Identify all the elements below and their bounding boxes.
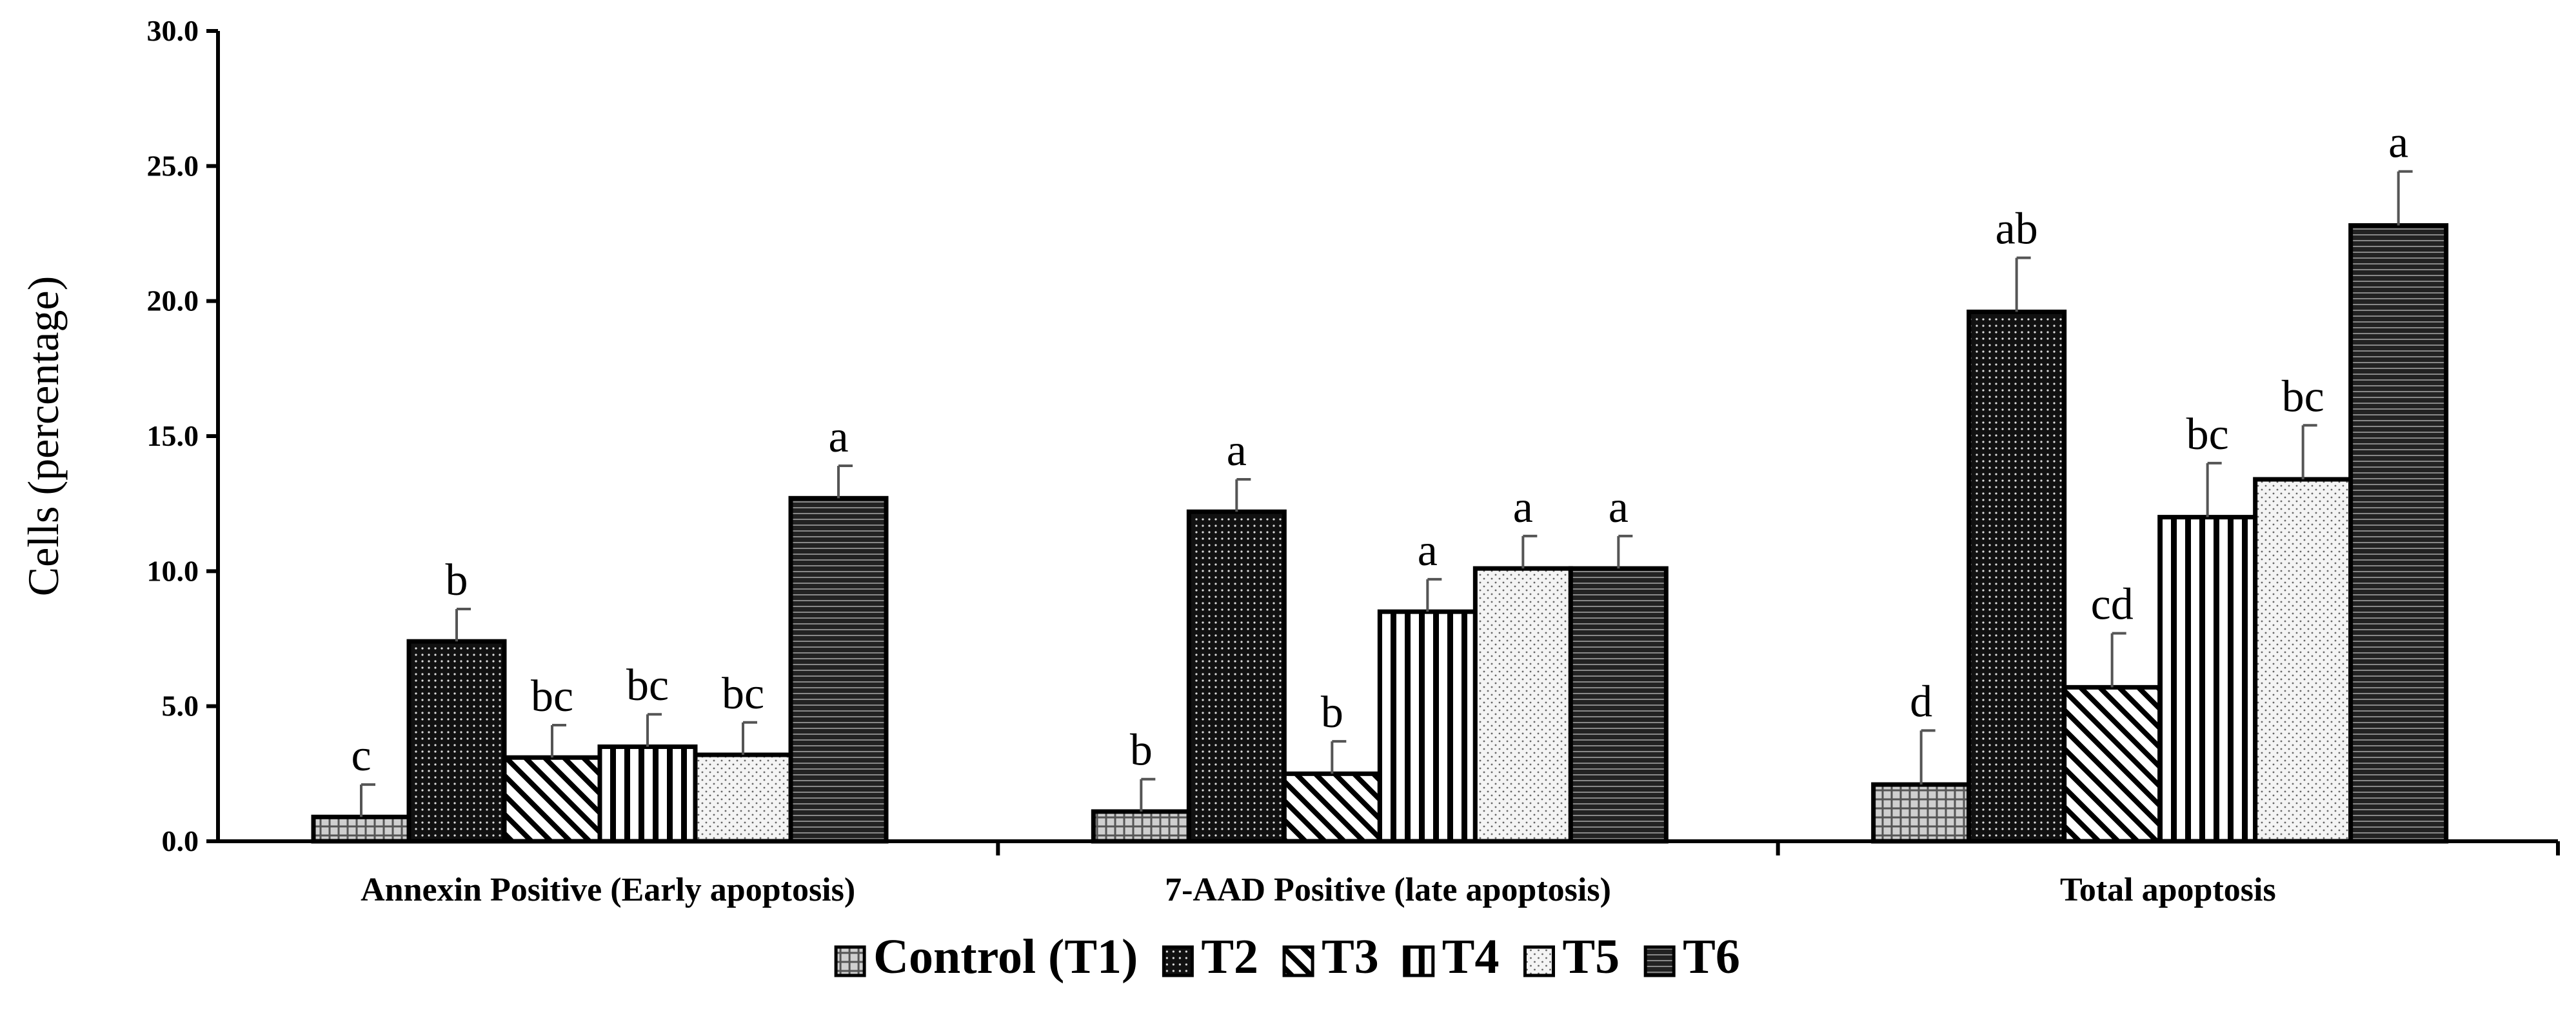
bar-2-cat-3 [1967, 309, 2067, 844]
legend-swatch [1403, 945, 1435, 977]
significance-label: bc [2282, 372, 2324, 421]
bar-2-cat-2 [1186, 509, 1287, 844]
legend-label: Control (T1) [873, 930, 1138, 984]
plot-area: 0.0 5.0 10.0 15.0 20.0 25.0 30.0 Cells (percent… [19, 14, 2560, 908]
x-category-label: 7-AAD Positive (late apoptosis) [1165, 872, 1611, 908]
bar-2-cat-1 [406, 639, 507, 844]
significance-label: bc [626, 661, 669, 710]
significance-label: a [2388, 118, 2408, 168]
x-category-label: Annexin Positive (Early apoptosis) [361, 872, 855, 908]
significance-label: b [1321, 688, 1343, 737]
bar-4-cat-2 [1377, 609, 1478, 844]
significance-label: ab [1996, 205, 2038, 254]
legend-item-6: T6 [1643, 930, 1740, 984]
legend-label: T4 [1442, 930, 1500, 984]
bar-1-cat-3 [1871, 782, 1972, 844]
bar-6-cat-2 [1568, 566, 1669, 844]
legend-item-1: Control (T1) [834, 930, 1138, 984]
bar-3-cat-2 [1282, 771, 1382, 844]
legend: Control (T1) T2 T3 T4 T5 T6 [834, 930, 1740, 984]
legend-item-2: T2 [1162, 930, 1258, 984]
y-tick-label: 20.0 [147, 285, 199, 317]
significance-label: b [446, 555, 468, 605]
bar-1-cat-2 [1091, 809, 1191, 844]
bar-5-cat-2 [1472, 566, 1573, 844]
significance-label: b [1130, 726, 1153, 775]
bar-6-cat-1 [788, 495, 889, 844]
significance-label: cd [2091, 580, 2134, 630]
legend-label: T6 [1683, 930, 1740, 984]
legend-item-5: T5 [1523, 930, 1620, 984]
y-tick-label: 5.0 [162, 690, 199, 723]
significance-label: a [828, 412, 848, 462]
significance-label: a [1227, 426, 1247, 475]
significance-label: bc [722, 669, 764, 719]
y-tick-label: 15.0 [147, 419, 199, 452]
x-category-label: Total apoptosis [2060, 872, 2276, 908]
legend-swatch [1523, 945, 1555, 977]
legend-label: T2 [1201, 930, 1258, 984]
significance-label: c [351, 731, 371, 781]
significance-label: a [1609, 483, 1629, 532]
legend-label: T3 [1322, 930, 1379, 984]
bar-4-cat-3 [2157, 515, 2258, 844]
legend-item-3: T3 [1282, 930, 1379, 984]
legend-swatch [1162, 945, 1194, 977]
significance-label: a [1418, 526, 1438, 575]
significance-label: d [1910, 677, 1932, 726]
y-tick-label: 25.0 [147, 149, 199, 182]
legend-swatch [834, 945, 866, 977]
significance-label: bc [531, 672, 573, 721]
bar-6-cat-3 [2348, 223, 2449, 844]
bar-4-cat-1 [597, 744, 698, 844]
legend-label: T5 [1562, 930, 1620, 984]
significance-label: bc [2186, 410, 2229, 459]
legend-swatch [1282, 945, 1314, 977]
y-tick-label: 0.0 [162, 824, 199, 857]
bar-3-cat-1 [502, 755, 602, 844]
y-axis-title: Cells (percentage) [19, 276, 68, 597]
bar-3-cat-3 [2062, 684, 2163, 844]
legend-swatch [1643, 945, 1676, 977]
bar-5-cat-1 [693, 752, 793, 844]
significance-label: a [1513, 483, 1533, 532]
bar-1-cat-1 [311, 814, 411, 844]
y-tick-label: 10.0 [147, 554, 199, 587]
legend-item-4: T4 [1403, 930, 1500, 984]
y-tick-label: 30.0 [147, 14, 199, 47]
bar-5-cat-3 [2253, 477, 2353, 844]
